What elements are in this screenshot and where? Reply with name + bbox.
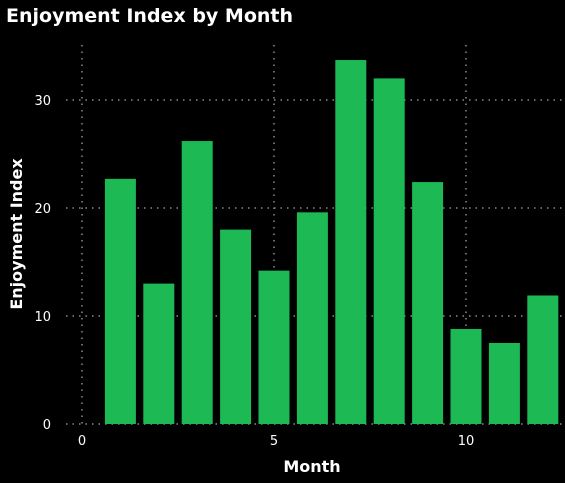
bar: [373, 78, 405, 425]
bar: [220, 229, 252, 424]
ticks-layer: 0 5 10 0 10 20 30: [34, 94, 474, 449]
x-tick-label: 0: [78, 434, 86, 449]
bar: [296, 212, 328, 424]
bar: [104, 178, 136, 424]
y-axis-label: Enjoyment Index: [7, 158, 26, 310]
bar: [181, 141, 213, 425]
bar: [335, 60, 367, 424]
chart-title: Enjoyment Index by Month: [6, 5, 293, 27]
bar: [143, 283, 175, 424]
bar: [527, 295, 559, 424]
bar: [450, 328, 482, 424]
x-axis-label: Month: [283, 457, 340, 476]
x-tick-label: 10: [458, 434, 475, 449]
bar: [488, 343, 520, 424]
y-tick-label: 30: [34, 94, 51, 109]
y-tick-label: 20: [34, 202, 51, 217]
bar: [258, 270, 290, 424]
y-tick-label: 10: [34, 310, 51, 325]
y-tick-label: 0: [43, 418, 51, 433]
x-tick-label: 5: [270, 434, 278, 449]
bar: [412, 182, 444, 424]
bars-layer: [104, 60, 559, 425]
